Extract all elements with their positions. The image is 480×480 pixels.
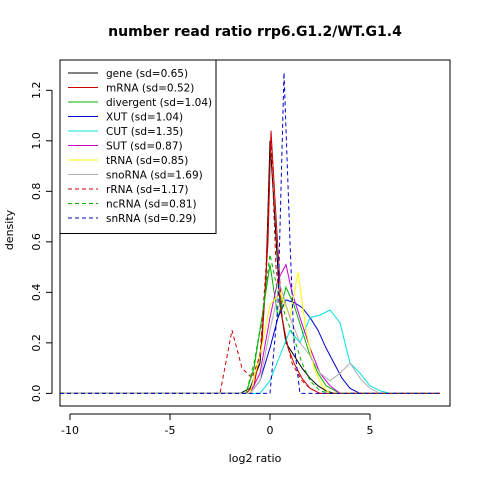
series-line-6 <box>60 272 440 394</box>
legend-label-2: divergent (sd=1.04) <box>106 97 212 109</box>
x-tick-label: 5 <box>367 424 374 437</box>
legend-label-1: mRNA (sd=0.52) <box>106 83 194 95</box>
legend-label-3: XUT (sd=1.04) <box>106 112 183 124</box>
series-line-10 <box>60 72 440 394</box>
y-tick-label: 0.6 <box>30 233 43 251</box>
x-tick-label: -5 <box>165 424 176 437</box>
legend-label-9: ncRNA (sd=0.81) <box>106 199 197 211</box>
x-axis-label: log2 ratio <box>229 452 282 465</box>
legend-label-6: tRNA (sd=0.85) <box>106 155 188 167</box>
series-line-9 <box>60 254 440 394</box>
series-line-5 <box>60 263 440 394</box>
y-tick-label: 1.0 <box>30 132 43 150</box>
y-axis: 0.0 0.2 0.4 0.6 0.8 1.0 1.2 <box>30 82 53 403</box>
series-line-4 <box>60 309 440 394</box>
legend-label-0: gene (sd=0.65) <box>106 68 188 80</box>
series-line-8 <box>60 135 440 394</box>
y-tick-label: 0.0 <box>30 385 43 403</box>
series-line-7 <box>60 282 440 394</box>
series-line-3 <box>60 299 440 394</box>
y-tick-label: 1.2 <box>30 82 43 100</box>
x-tick-label: 0 <box>267 424 274 437</box>
legend-label-8: rRNA (sd=1.17) <box>106 184 189 196</box>
x-tick-label: -10 <box>61 424 79 437</box>
plot-lines <box>60 72 440 394</box>
y-tick-label: 0.8 <box>30 183 43 201</box>
legend-label-7: snoRNA (sd=1.69) <box>106 170 203 182</box>
legend-label-10: snRNA (sd=0.29) <box>106 213 196 225</box>
y-axis-label: density <box>3 209 16 250</box>
x-axis: -10 -5 0 5 <box>61 413 374 437</box>
chart-title: number read ratio rrp6.G1.2/WT.G1.4 <box>108 24 402 40</box>
legend-label-4: CUT (sd=1.35) <box>106 126 183 138</box>
series-line-2 <box>60 264 440 394</box>
y-tick-label: 0.2 <box>30 334 43 352</box>
y-tick-label: 0.4 <box>30 284 43 302</box>
legend-box <box>59 59 217 234</box>
legend-label-5: SUT (sd=0.87) <box>106 141 183 153</box>
legend: gene (sd=0.65) mRNA (sd=0.52) divergent (s… <box>59 59 217 234</box>
